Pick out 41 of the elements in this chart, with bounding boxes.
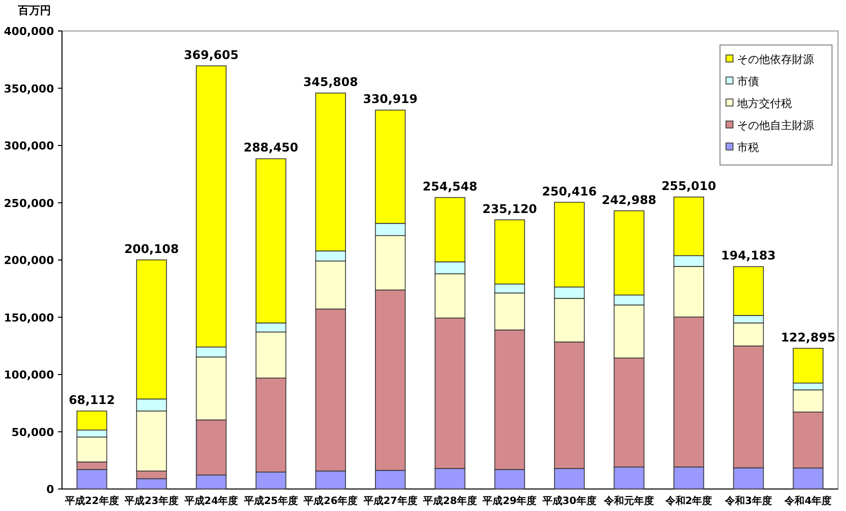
total-label: 235,120 (482, 202, 538, 216)
y-tick-label: 200,000 (4, 254, 54, 267)
x-tick-label: 平成24年度 (183, 495, 238, 507)
legend-label: 地方交付税 (736, 97, 792, 110)
x-tick-label: 平成28年度 (422, 495, 477, 507)
y-tick-label: 250,000 (4, 196, 54, 210)
y-tick-label: 400,000 (4, 25, 54, 38)
y-axis-title: 百万円 (17, 4, 51, 17)
total-label: 200,108 (124, 242, 179, 256)
x-tick-label: 令和2年度 (664, 495, 712, 507)
total-label: 122,895 (780, 330, 836, 344)
legend-label: その他自主財源 (737, 119, 814, 132)
total-label: 254,548 (422, 180, 478, 194)
x-tick-label: 平成22年度 (64, 495, 119, 507)
y-tick-label: 350,000 (4, 82, 54, 96)
total-label: 68,112 (68, 393, 115, 408)
x-tick-label: 令和4年度 (784, 495, 832, 507)
total-label: 288,450 (244, 140, 298, 155)
y-tick-label: 0 (46, 483, 54, 496)
total-label: 250,416 (542, 184, 597, 198)
total-label: 330,919 (362, 92, 418, 106)
y-tick-label: 300,000 (4, 140, 54, 152)
y-tick-label: 50,000 (12, 426, 54, 439)
legend-label: 市債 (737, 75, 759, 88)
x-tick-label: 平成23年度 (124, 495, 178, 507)
total-label: 345,808 (303, 75, 358, 90)
total-label: 255,010 (661, 179, 716, 194)
total-label: 369,605 (184, 48, 239, 62)
legend-label: その他依存財源 (737, 53, 814, 66)
x-tick-label: 令和元年度 (603, 495, 654, 507)
x-tick-label: 平成30年度 (541, 495, 596, 507)
y-tick-label: 100,000 (4, 368, 54, 382)
x-tick-label: 平成27年度 (362, 495, 418, 507)
x-tick-label: 令和3年度 (724, 495, 772, 507)
total-label: 242,988 (602, 192, 656, 207)
y-tick-label: 150,000 (4, 311, 54, 324)
x-tick-label: 平成26年度 (302, 495, 358, 507)
x-tick-label: 平成25年度 (242, 495, 298, 507)
total-label: 194,183 (721, 248, 776, 263)
x-tick-label: 平成29年度 (482, 495, 537, 507)
legend-label: 市税 (737, 141, 759, 154)
